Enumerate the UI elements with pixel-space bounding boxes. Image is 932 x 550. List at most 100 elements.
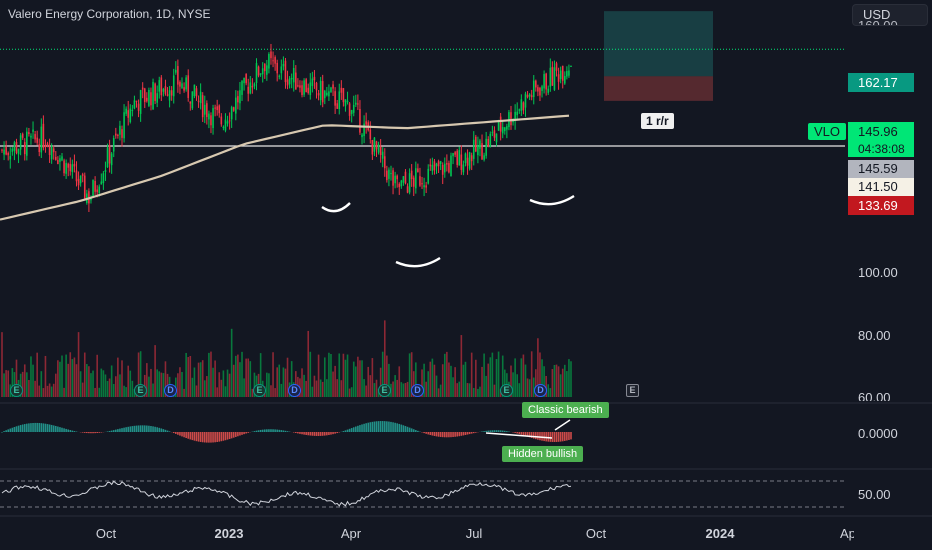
candle-body	[57, 160, 59, 165]
macd-histogram-bar	[317, 432, 320, 436]
candle-body	[179, 81, 181, 87]
earnings-event-icon[interactable]: E	[10, 384, 23, 397]
candle-body	[104, 169, 107, 173]
volume-bar	[518, 383, 521, 397]
candle-body	[79, 175, 82, 184]
dividend-event-icon[interactable]: D	[164, 384, 177, 397]
macd-histogram-bar	[503, 430, 506, 432]
macd-histogram-bar	[100, 432, 103, 433]
macd-histogram-bar	[555, 432, 558, 442]
candle-body	[164, 86, 167, 94]
candle-body	[187, 75, 190, 98]
time-axis-label: Oct	[585, 526, 607, 541]
macd-histogram-bar	[528, 432, 531, 438]
macd-histogram-bar	[146, 425, 148, 432]
macd-histogram-bar	[321, 432, 324, 436]
candle-body	[125, 108, 127, 114]
macd-histogram-bar	[570, 432, 572, 440]
price-tick-label: 80.00	[858, 328, 891, 343]
candle-body	[528, 94, 531, 97]
volume-bar	[307, 330, 310, 397]
macd-histogram-bar	[243, 432, 245, 435]
volume-bar	[286, 357, 289, 397]
volume-bar	[383, 320, 386, 397]
macd-histogram-bar	[255, 430, 258, 432]
macd-histogram-bar	[458, 432, 461, 437]
macd-histogram-bar	[375, 421, 378, 432]
candle-body	[278, 75, 281, 77]
currency-button[interactable]: USD	[852, 4, 928, 26]
volume-bar	[100, 368, 103, 397]
macd-histogram-bar	[123, 427, 125, 432]
volume-bar	[164, 361, 167, 397]
candle-body	[32, 129, 34, 132]
candle-body	[195, 88, 198, 97]
candle-body	[406, 186, 409, 193]
macd-histogram-bar	[63, 428, 65, 432]
volume-bar	[42, 388, 45, 397]
volume-bar	[481, 366, 483, 397]
macd-histogram-bar	[15, 426, 18, 432]
macd-histogram-bar	[522, 432, 525, 436]
volume-bar	[208, 352, 210, 397]
macd-histogram-bar	[563, 432, 566, 441]
macd-histogram-bar	[357, 425, 359, 432]
macd-histogram-bar	[518, 432, 521, 435]
candle-body	[557, 74, 560, 82]
macd-histogram-bar	[175, 432, 177, 434]
volume-bar	[34, 380, 36, 397]
dividend-event-icon[interactable]: D	[411, 384, 424, 397]
time-axis-label: 2023	[214, 526, 244, 541]
candle-body	[108, 145, 111, 164]
dividend-event-icon[interactable]: D	[534, 384, 547, 397]
earnings-event-icon[interactable]: E	[134, 384, 147, 397]
candle-body	[506, 126, 508, 130]
volume-bar	[522, 354, 525, 397]
time-axis-label: Apr	[340, 526, 362, 541]
volume-bar	[553, 364, 556, 397]
volume-bar	[464, 361, 467, 397]
earnings-event-icon[interactable]: E	[500, 384, 513, 397]
candle-body	[383, 156, 386, 169]
volume-bar	[346, 354, 349, 397]
candle-body	[106, 147, 109, 168]
macd-histogram-bar	[363, 423, 365, 432]
candle-body	[40, 126, 43, 153]
macd-histogram-bar	[330, 432, 332, 435]
candle-body	[146, 97, 148, 102]
candle-body	[270, 51, 272, 59]
volume-bar	[183, 388, 185, 397]
volume-bar	[272, 352, 274, 397]
candle-body	[259, 73, 262, 75]
volume-bar	[290, 361, 293, 397]
macd-histogram-bar	[228, 432, 231, 440]
candle-body	[191, 91, 194, 109]
macd-histogram-bar	[284, 430, 287, 432]
macd-histogram-bar	[311, 432, 314, 436]
candle-body	[319, 80, 322, 101]
volume-bar	[462, 364, 465, 397]
upcoming-earnings-icon[interactable]: E	[626, 384, 639, 397]
earnings-event-icon[interactable]: E	[253, 384, 266, 397]
candle-body	[139, 89, 142, 114]
macd-histogram-bar	[460, 432, 463, 436]
candle-body	[559, 70, 562, 80]
macd-histogram-bar	[268, 429, 270, 432]
dividend-event-icon[interactable]: D	[288, 384, 301, 397]
volume-bar	[543, 366, 545, 397]
macd-histogram-bar	[292, 432, 295, 433]
macd-histogram-bar	[499, 430, 502, 432]
candle-body	[208, 113, 210, 120]
candle-body	[563, 75, 566, 84]
volume-bar	[245, 358, 247, 397]
macd-histogram-bar	[1, 432, 3, 433]
candle-body	[63, 160, 65, 174]
volume-bar	[162, 373, 165, 397]
candle-body	[396, 175, 398, 180]
earnings-event-icon[interactable]: E	[378, 384, 391, 397]
volume-bar	[491, 352, 494, 397]
candle-body	[160, 77, 163, 96]
price-tick-label: 60.00	[858, 390, 891, 401]
